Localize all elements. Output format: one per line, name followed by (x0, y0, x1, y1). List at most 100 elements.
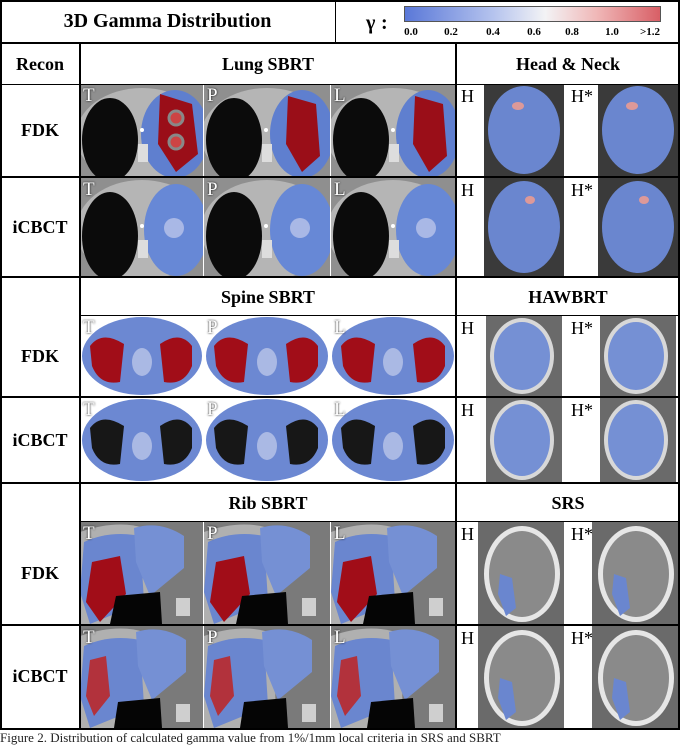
srs-icbct-hstar-image: H* (568, 626, 680, 728)
brain-label-hstar: H* (571, 400, 593, 420)
section-hawbrt: HAWBRT (528, 286, 608, 307)
brain-label-hstar: H* (571, 180, 593, 200)
rib-fdk-ct-image: T (80, 522, 203, 624)
section-lung-sbrt: Lung SBRT (222, 53, 314, 74)
srs-fdk-h-image: H (458, 522, 564, 624)
row-label-fdk: FDK (21, 119, 59, 140)
colorbar-tick: 0.2 (444, 26, 458, 38)
grid-line (335, 0, 336, 42)
hawbrt-fdk-h-image: H (458, 316, 564, 396)
ct-label-t: T (83, 85, 95, 106)
ct-label-p: P (207, 317, 218, 338)
gamma-colorbar: γ : 0.0 0.2 0.4 0.6 0.8 1.0 >1.2 (366, 4, 666, 40)
lung-icbct-ct-image: P (204, 178, 330, 276)
brain-label-h: H (461, 628, 474, 648)
lung-fdk-ct-image: P (204, 84, 330, 176)
ct-label-l: L (334, 627, 346, 648)
brain-label-h: H (461, 86, 474, 106)
row-label-icbct: iCBCT (12, 429, 68, 450)
colorbar-gradient (404, 6, 661, 22)
rib-icbct-ct-image: T (80, 626, 203, 728)
brain-label-hstar: H* (571, 524, 593, 544)
grid-line (80, 315, 680, 316)
colorbar-tick: >1.2 (639, 26, 661, 38)
brain-label-h: H (461, 400, 474, 420)
grid-line (0, 0, 680, 2)
gamma-colon: : (381, 12, 388, 34)
section-srs: SRS (551, 492, 585, 513)
brain-label-hstar: H* (571, 86, 593, 106)
grid-line (0, 176, 680, 178)
grid-line (678, 0, 680, 730)
figure-title: 3D Gamma Distribution (63, 9, 272, 32)
grid-line (0, 276, 680, 278)
figure-caption: Figure 2. Distribution of calculated gam… (0, 730, 501, 745)
ct-label-t: T (83, 627, 95, 648)
rib-fdk-ct-image: L (331, 522, 456, 624)
head-neck-fdk-hstar-image: H* (568, 84, 680, 176)
ct-label-p: P (207, 399, 218, 420)
brain-label-h: H (461, 318, 474, 338)
lung-fdk-ct-image: L (331, 84, 456, 176)
grid-line (0, 0, 2, 730)
colorbar-tick: 0.8 (565, 26, 579, 38)
grid-line (0, 42, 680, 44)
srs-icbct-h-image: H (458, 626, 564, 728)
ct-label-t: T (83, 399, 95, 420)
head-neck-fdk-h-image: H (458, 84, 564, 176)
grid-line (0, 728, 680, 730)
rib-fdk-ct-image: P (204, 522, 330, 624)
ct-label-l: L (334, 85, 346, 106)
grid-line (0, 396, 680, 398)
ct-label-l: L (334, 399, 346, 420)
lung-icbct-ct-image: T (80, 178, 203, 276)
spine-icbct-ct-image: P (204, 398, 330, 482)
colorbar-tick: 0.4 (486, 26, 500, 38)
colorbar-tick: 1.0 (605, 26, 619, 38)
grid-line (79, 42, 81, 730)
brain-label-h: H (461, 180, 474, 200)
brain-label-h: H (461, 524, 474, 544)
spine-icbct-ct-image: L (331, 398, 456, 482)
grid-line (80, 521, 680, 522)
rib-icbct-ct-image: L (331, 626, 456, 728)
srs-fdk-hstar-image: H* (568, 522, 680, 624)
gamma-symbol: γ (366, 12, 376, 34)
ct-label-l: L (334, 317, 346, 338)
section-spine-sbrt: Spine SBRT (221, 286, 315, 307)
ct-label-l: L (334, 523, 346, 544)
ct-label-p: P (207, 179, 218, 200)
row-label-fdk: FDK (21, 562, 59, 583)
grid-line (0, 482, 680, 484)
row-label-icbct: iCBCT (12, 665, 68, 686)
lung-fdk-ct-image: T (80, 84, 203, 176)
head-neck-icbct-h-image: H (458, 178, 564, 276)
ct-label-p: P (207, 627, 218, 648)
lung-icbct-ct-image: L (331, 178, 456, 276)
ct-label-t: T (83, 317, 95, 338)
grid-line (0, 84, 680, 85)
grid-line (0, 624, 680, 626)
colorbar-tick: 0.6 (527, 26, 541, 38)
ct-label-l: L (334, 179, 346, 200)
spine-icbct-ct-image: T (80, 398, 203, 482)
head-neck-icbct-hstar-image: H* (568, 178, 680, 276)
brain-label-hstar: H* (571, 628, 593, 648)
brain-label-hstar: H* (571, 318, 593, 338)
spine-fdk-ct-image: T (80, 316, 203, 396)
hawbrt-fdk-hstar-image: H* (568, 316, 680, 396)
ct-label-p: P (207, 523, 218, 544)
colorbar-tick: 0.0 (404, 26, 418, 38)
ct-label-p: P (207, 85, 218, 106)
hawbrt-icbct-h-image: H (458, 398, 564, 482)
recon-header: Recon (16, 53, 64, 74)
section-rib-sbrt: Rib SBRT (228, 492, 308, 513)
rib-icbct-ct-image: P (204, 626, 330, 728)
row-label-icbct: iCBCT (12, 216, 68, 237)
spine-fdk-ct-image: P (204, 316, 330, 396)
ct-label-t: T (83, 179, 95, 200)
hawbrt-icbct-hstar-image: H* (568, 398, 680, 482)
spine-fdk-ct-image: L (331, 316, 456, 396)
row-label-fdk: FDK (21, 345, 59, 366)
grid-line (455, 42, 457, 730)
